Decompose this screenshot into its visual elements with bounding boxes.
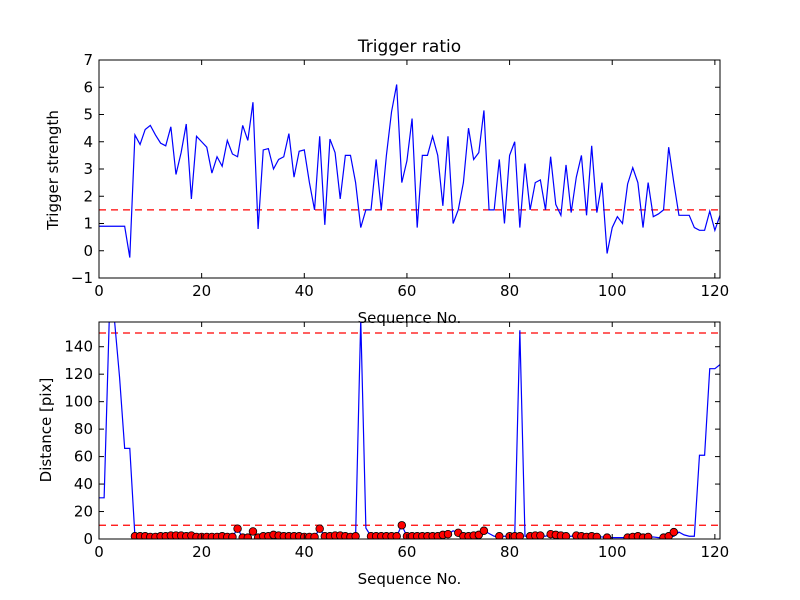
top-chart-ylabel: Trigger strength: [44, 110, 62, 231]
bottom-marker-point: [443, 529, 453, 539]
bottom-xtick-label: 0: [94, 543, 104, 561]
top-series-group: [99, 84, 720, 258]
bottom-series-group: [99, 322, 720, 539]
top-xtick-label: 40: [295, 282, 314, 300]
top-xtick-label: 120: [701, 282, 730, 300]
bottom-marker-point: [561, 532, 571, 539]
bottom-marker-point: [248, 527, 258, 536]
bottom-marker-point: [397, 521, 407, 530]
bottom-ytick-label: 40: [74, 475, 93, 493]
bottom-marker-point: [669, 527, 679, 537]
bottom-marker-point: [233, 524, 242, 533]
bottom-xtick-label: 100: [598, 543, 627, 561]
top-xtick-label: 60: [397, 282, 416, 300]
bottom-marker-point: [315, 524, 324, 533]
top-ytick-label: 7: [83, 51, 93, 69]
bottom-marker-point: [479, 526, 489, 535]
bottom-marker-point: [643, 532, 653, 539]
top-xtick-label: 100: [598, 282, 627, 300]
top-ytick-label: 2: [83, 187, 93, 205]
bottom-chart-ylabel: Distance [pix]: [37, 378, 55, 483]
bottom-plot-area: 0 20 40 60 80 100 120 0 20 40 60 80 100 120 140: [64, 321, 730, 561]
bottom-marker-point: [392, 532, 401, 539]
bottom-chart-xlabel: Sequence No.: [358, 570, 462, 588]
bottom-ytick-label: 60: [74, 448, 93, 466]
top-ytick-label: 1: [83, 215, 93, 233]
bottom-ytick-label: 140: [64, 338, 93, 356]
bottom-marker-point: [310, 532, 319, 539]
bottom-ytick-label: 80: [74, 420, 93, 438]
top-ytick-label: 6: [83, 78, 93, 96]
bottom-marker-point: [228, 532, 237, 539]
bottom-marker-point: [243, 533, 253, 539]
bottom-axes-frame: [98, 321, 721, 540]
bottom-xtick-label: 120: [701, 543, 730, 561]
top-ytick-label: 0: [83, 242, 93, 260]
bottom-marker-point: [536, 531, 545, 539]
top-ytick-label: −1: [71, 269, 93, 287]
bottom-marker-point: [602, 533, 612, 539]
bottom-marker-point: [592, 532, 602, 539]
top-series-line-0: [99, 84, 720, 258]
bottom-xtick-label: 40: [295, 543, 314, 561]
bottom-marker-point: [351, 532, 360, 539]
bottom-marker-point: [515, 532, 525, 539]
bottom-xtick-label: 80: [500, 543, 519, 561]
bottom-xtick-label: 20: [192, 543, 211, 561]
top-xtick-label: 0: [94, 282, 104, 300]
bottom-xtick-label: 60: [397, 543, 416, 561]
top-xtick-label: 20: [192, 282, 211, 300]
bottom-ytick-label: 20: [74, 503, 93, 521]
top-ytick-label: 4: [83, 133, 93, 151]
top-chart-title: Trigger ratio: [357, 37, 461, 57]
top-ytick-label: 5: [83, 106, 93, 124]
top-chart-xlabel: Sequence No.: [358, 309, 462, 327]
bottom-ytick-label: 0: [83, 530, 93, 548]
bottom-ytick-label: 120: [64, 365, 93, 383]
bottom-marker-point: [495, 532, 504, 539]
top-xtick-label: 80: [500, 282, 519, 300]
bottom-ytick-label: 100: [64, 393, 93, 411]
top-ytick-label: 3: [83, 160, 93, 178]
